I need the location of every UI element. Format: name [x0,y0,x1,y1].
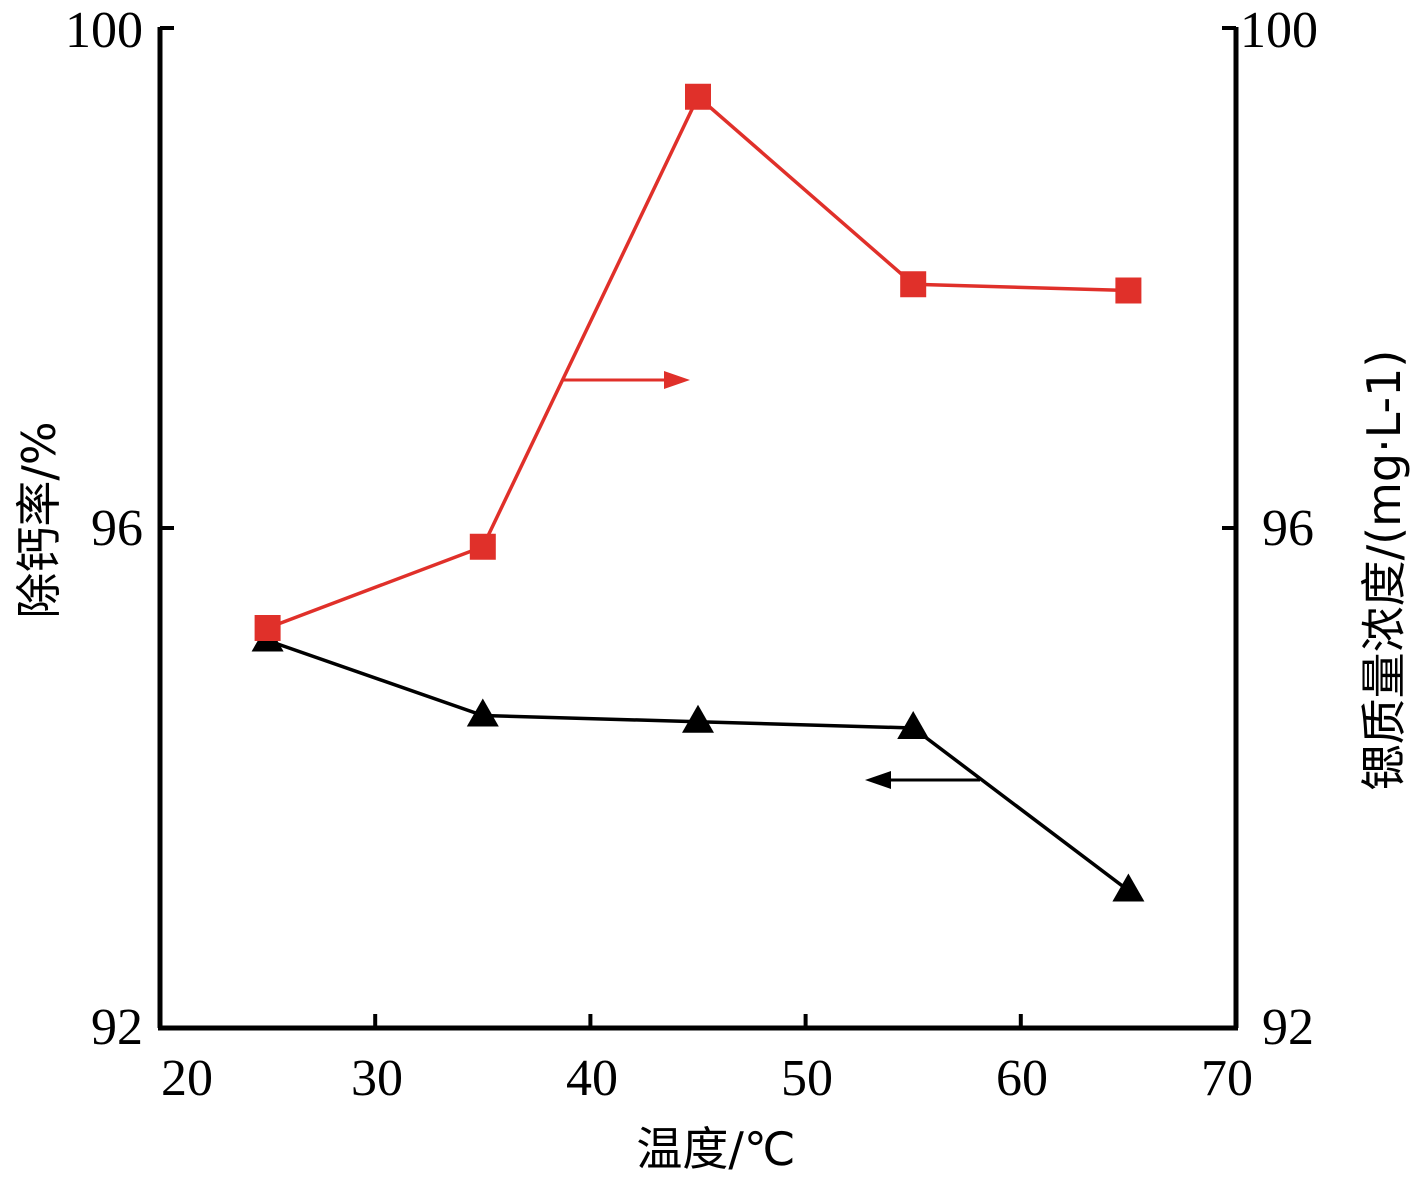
series-0-point [466,698,499,727]
series-1-point [685,83,711,110]
axes [157,27,1239,1031]
x-tick-label: 60 [996,1050,1048,1107]
ticks [158,26,1238,1030]
left-axis-arrow [865,771,980,789]
y-left-tick-label: 100 [65,2,143,59]
y-right-axis-title: 锶质量浓度/(mg·L-1) [1357,350,1411,791]
series-markers [251,83,1145,902]
y-right-tick-label: 92 [1262,999,1314,1056]
y-right-tick-labels: 92 96 100 [1240,2,1318,1056]
x-tick-labels: 20 30 40 50 60 70 [161,1050,1253,1107]
series-1-point [900,271,927,298]
right-axis-arrow [563,371,690,389]
y-left-axis-title: 除钙率/% [12,421,66,618]
series-0-point [897,711,930,739]
x-tick-label: 40 [566,1050,618,1107]
series-1-point [1115,277,1142,304]
series-1-point [469,533,496,560]
series-0-line [267,638,1130,892]
y-right-tick-label: 100 [1240,2,1318,59]
y-left-tick-label: 96 [91,500,143,557]
series-1-line [266,93,1129,630]
series-0-point [682,704,714,733]
y-right-tick-label: 96 [1262,500,1314,557]
x-tick-label: 50 [781,1050,833,1107]
y-left-tick-label: 92 [91,999,143,1056]
y-left-tick-labels: 92 96 100 [65,2,143,1056]
series-lines [266,93,1130,892]
x-tick-label: 70 [1201,1050,1253,1107]
x-tick-label: 30 [351,1050,403,1107]
series-0-point [1112,873,1145,902]
x-tick-label: 20 [161,1050,213,1107]
series-1-point [254,615,281,641]
x-axis-title: 温度/℃ [636,1122,795,1176]
